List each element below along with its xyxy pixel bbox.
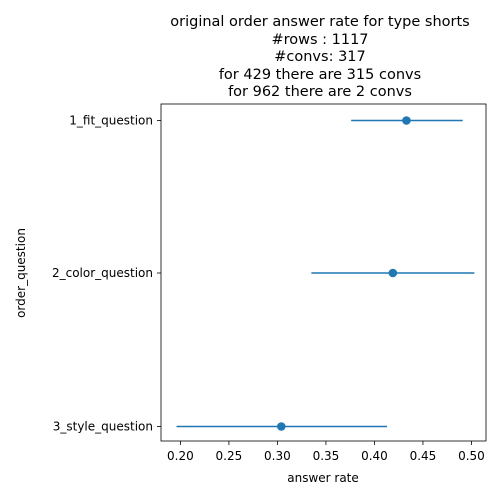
x-tick-label: 0.50	[458, 449, 485, 463]
y-axis: 1_fit_question 2_color_question 3_style_qu…	[52, 114, 161, 434]
chart-title-line: for 429 there are 315 convs	[219, 67, 421, 83]
x-tick-label: 0.30	[264, 449, 291, 463]
x-axis-label: answer rate	[287, 471, 359, 485]
plot-area-frame	[160, 103, 487, 442]
chart-title-line: original order answer rate for type shor…	[170, 14, 470, 30]
chart-title-line: #convs: 317	[274, 49, 366, 65]
data-marks	[176, 116, 475, 431]
chart-title: original order answer rate for type shor…	[170, 14, 470, 100]
x-tick-label: 0.25	[216, 449, 243, 463]
x-tick-label: 0.35	[313, 449, 340, 463]
y-tick-label: 3_style_question	[53, 420, 153, 434]
x-axis: 0.20 0.25 0.30 0.35 0.40 0.45 0.50	[167, 441, 485, 463]
chart-title-line: #rows : 1117	[271, 32, 368, 48]
data-point	[276, 422, 286, 431]
data-point	[388, 268, 398, 278]
x-tick-label: 0.40	[361, 449, 388, 463]
y-tick-label: 1_fit_question	[69, 114, 153, 128]
x-tick-label: 0.45	[410, 449, 437, 463]
x-tick-label: 0.20	[167, 449, 194, 463]
y-tick-label: 2_color_question	[52, 266, 153, 280]
chart-title-line: for 962 there are 2 convs	[228, 84, 412, 100]
data-point	[402, 116, 411, 125]
y-axis-label: order_question	[14, 228, 28, 318]
